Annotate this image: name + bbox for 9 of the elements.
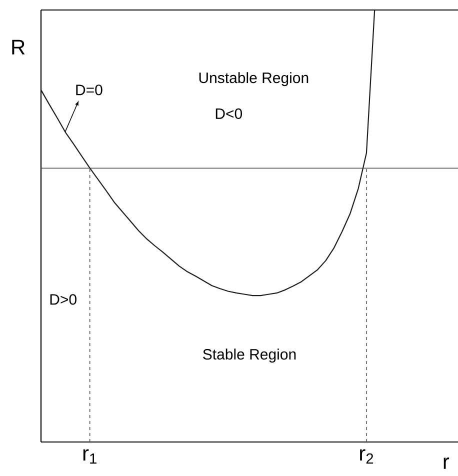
annotation: Unstable Region <box>199 72 308 86</box>
annotation: Stable Region <box>203 348 296 363</box>
x-axis-title: r <box>444 458 450 469</box>
y-axis-title: R <box>12 40 25 54</box>
x-tick-label: r$_{2}$ <box>360 449 374 464</box>
annotation: D<0 <box>216 108 242 119</box>
annotation: D>0 <box>50 294 76 305</box>
x-tick-label: r$_{1}$ <box>83 449 96 464</box>
annotation: D=0 <box>76 84 102 96</box>
